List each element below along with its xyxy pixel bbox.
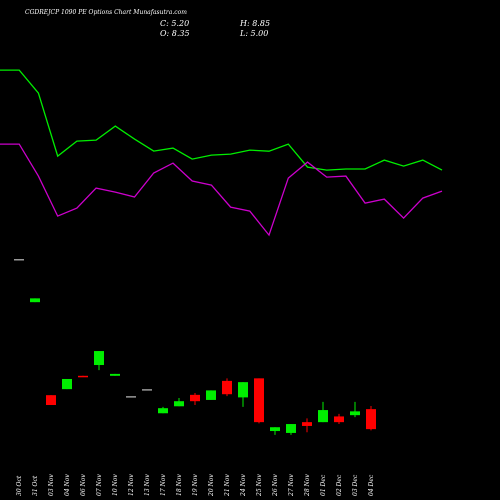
candle-body [366,409,376,430]
x-tick-label: 06 Nov [80,474,87,496]
x-tick-label: 20 Nov [208,474,215,497]
x-tick-label: 17 Nov [160,474,167,496]
candle-body [142,389,152,391]
x-tick-label: 31 Oct [32,475,39,496]
x-tick-label: 27 Nov [288,474,295,497]
x-tick-label: 30 Oct [16,475,23,496]
candle-body [30,298,40,303]
x-tick-label: 18 Nov [176,474,183,496]
header-high: H: 8.85 [239,19,270,28]
header-open: O: 8.35 [160,29,190,38]
x-tick-label: 26 Nov [272,474,279,497]
candle-body [334,416,344,423]
candle-body [318,410,328,423]
candle-body [110,373,120,376]
candle-body [94,351,104,366]
candle-body [222,380,232,395]
header-close: C: 5.20 [160,19,189,28]
candle-body [158,408,168,414]
candle-body [286,424,296,433]
candle-body [126,396,136,398]
x-tick-label: 03 Nov [48,474,55,496]
candle-body [350,411,360,416]
x-tick-label: 21 Nov [224,474,231,497]
candle-body [78,375,88,378]
x-tick-label: 12 Nov [128,474,135,496]
x-tick-label: 01 Dec [320,474,327,496]
header-low: L: 5.00 [239,29,268,38]
x-tick-label: 13 Nov [144,474,151,496]
x-tick-label: 28 Nov [304,474,311,497]
candle-body [238,382,248,398]
x-tick-label: 19 Nov [192,474,199,496]
candle-body [270,427,280,432]
x-tick-label: 07 Nov [96,474,103,496]
candle-body [254,378,264,423]
x-tick-label: 24 Nov [240,474,247,497]
x-tick-label: 02 Dec [336,474,343,496]
candle-body [190,394,200,402]
x-tick-label: 03 Dec [352,474,359,496]
indicator-line [0,69,443,171]
chart-title: CGDREJCP 1090 PE Options Chart Munafasut… [25,9,187,16]
x-tick-label: 04 Nov [64,474,71,496]
indicator-line [0,143,443,237]
candle-body [62,378,72,390]
candle-body [46,395,56,406]
x-tick-label: 10 Nov [112,474,119,496]
candle-body [206,390,216,400]
candle-body [14,259,24,261]
candle-body [302,422,312,426]
x-tick-label: 25 Nov [256,474,263,497]
x-tick-label: 04 Dec [368,474,375,496]
candle-body [174,401,184,407]
